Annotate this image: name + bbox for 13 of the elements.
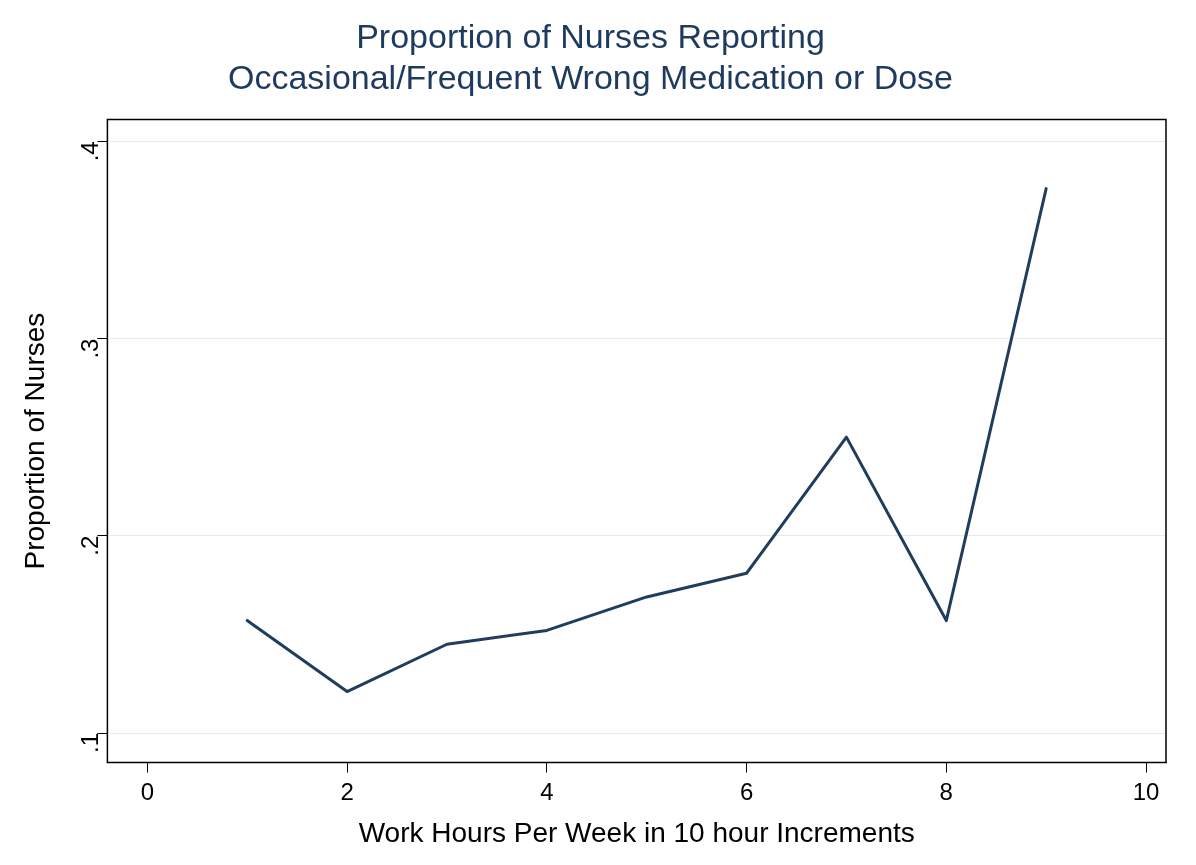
y-axis-title: Proportion of Nurses — [18, 312, 50, 570]
y-tick-label: .4 — [76, 141, 104, 162]
x-tick-label: 10 — [1132, 777, 1160, 805]
x-tick-label: 0 — [140, 777, 155, 805]
x-tick-label: 6 — [739, 777, 754, 805]
x-tick-label: 4 — [540, 777, 554, 805]
x-tick-label: 2 — [340, 777, 354, 805]
y-tick-label: .2 — [76, 535, 104, 556]
chart-title: Proportion of Nurses Reporting Occasional/Frequent Wrong Medication or Dose — [227, 16, 954, 96]
y-tick-label: .1 — [76, 733, 104, 754]
x-axis-title: Work Hours Per Week in 10 hour Increments — [358, 816, 915, 848]
x-tick-label: 8 — [939, 777, 953, 805]
y-tick-label: .3 — [76, 338, 104, 359]
